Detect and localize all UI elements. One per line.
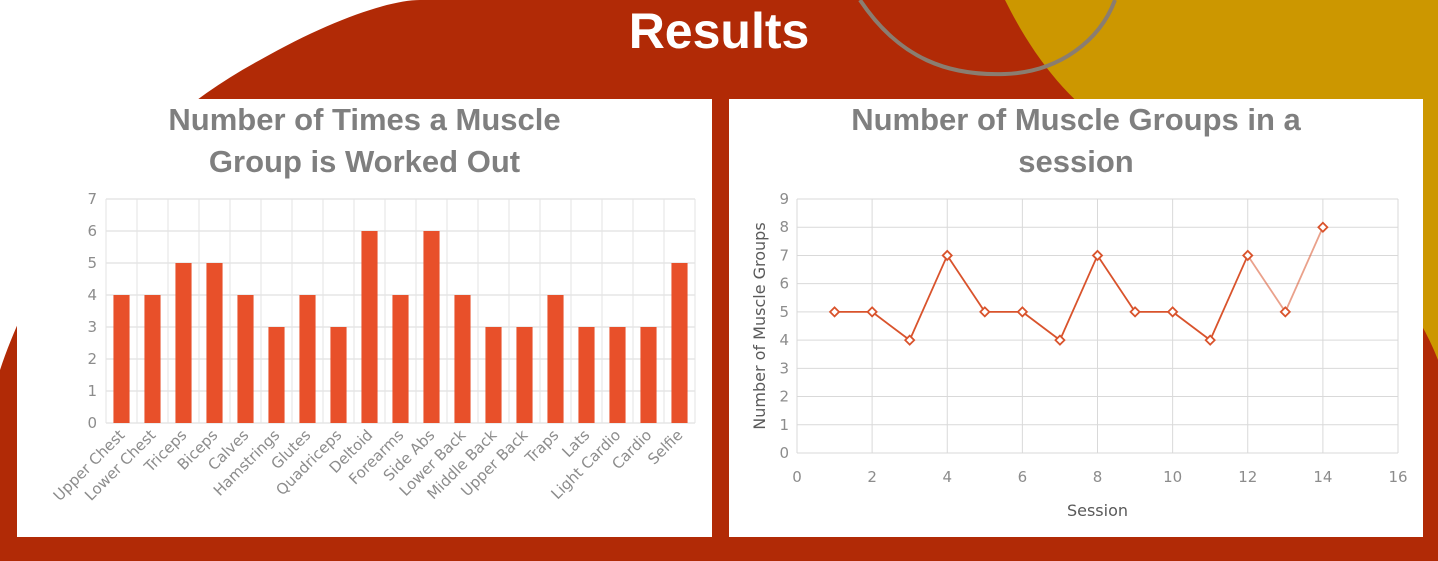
bar-ytick-label-7: 7 — [87, 190, 97, 208]
line-xtick-label-4: 8 — [1093, 468, 1103, 486]
line-xtick-label-7: 14 — [1313, 468, 1332, 486]
bar-2 — [175, 263, 192, 423]
line-point-12 — [1279, 306, 1292, 318]
bar-ytick-label-2: 2 — [87, 350, 97, 368]
line-point-7 — [1091, 249, 1104, 262]
line-segment-11 — [1247, 254, 1287, 313]
line-chart-title-line1: Number of Muscle Groups in a — [851, 102, 1301, 137]
line-x-axis-title: Session — [1067, 501, 1128, 520]
line-point-6 — [1054, 334, 1066, 346]
line-y-axis-title: Number of Muscle Groups — [750, 222, 769, 429]
line-point-13 — [1317, 221, 1329, 233]
line-xtick-label-5: 10 — [1163, 468, 1182, 486]
line-point-1 — [866, 306, 878, 318]
line-segment-12 — [1284, 226, 1324, 313]
line-point-9 — [1166, 306, 1179, 318]
bar-6 — [299, 295, 316, 423]
bar-8 — [361, 231, 378, 423]
bar-7 — [330, 327, 347, 423]
bar-0 — [113, 295, 130, 423]
line-segment-10 — [1209, 255, 1249, 341]
line-point-10 — [1204, 334, 1216, 346]
bar-1 — [144, 295, 161, 423]
bar-ytick-label-4: 4 — [87, 286, 97, 304]
bar-14 — [547, 295, 564, 423]
bar-category-label-18: Selfie — [644, 426, 686, 468]
line-point-3 — [941, 249, 954, 262]
bar-18 — [671, 263, 688, 423]
line-xtick-label-8: 16 — [1388, 468, 1407, 486]
bar-11 — [454, 295, 471, 423]
bar-ytick-label-6: 6 — [87, 222, 97, 240]
bar-17 — [640, 327, 657, 423]
bar-chart-title-line1: Number of Times a Muscle — [168, 102, 561, 137]
line-point-11 — [1241, 249, 1254, 262]
bar-16 — [609, 327, 626, 423]
line-point-4 — [979, 306, 991, 318]
line-xtick-label-0: 0 — [792, 468, 802, 486]
line-point-5 — [1016, 306, 1029, 318]
decorative-circle-arc — [858, 0, 1117, 77]
bar-ytick-label-0: 0 — [87, 414, 97, 432]
line-ytick-label-0: 0 — [779, 444, 789, 462]
bar-12 — [485, 327, 502, 423]
slide-title: Results — [628, 3, 810, 59]
line-segment-5 — [1021, 311, 1061, 341]
bar-chart-title-line2: Group is Worked Out — [208, 144, 521, 179]
bar-ytick-label-1: 1 — [87, 382, 97, 400]
line-segment-2 — [908, 255, 949, 341]
line-ytick-label-6: 6 — [779, 275, 789, 293]
line-point-0 — [828, 306, 841, 318]
line-chart-title-line2: session — [1018, 144, 1134, 179]
line-ytick-label-8: 8 — [779, 218, 789, 236]
line-ytick-label-1: 1 — [779, 416, 789, 434]
line-xtick-label-1: 2 — [867, 468, 877, 486]
line-segment-1 — [871, 311, 911, 341]
line-ytick-label-3: 3 — [779, 359, 789, 377]
line-ytick-label-2: 2 — [779, 388, 789, 406]
line-xtick-label-3: 6 — [1018, 468, 1028, 486]
bar-ytick-label-5: 5 — [87, 254, 97, 272]
line-xtick-label-2: 4 — [942, 468, 952, 486]
line-segment-9 — [1172, 311, 1211, 341]
bar-15 — [578, 327, 595, 423]
bar-ytick-label-3: 3 — [87, 318, 97, 336]
line-segment-7 — [1096, 254, 1136, 313]
line-ytick-label-5: 5 — [779, 303, 789, 321]
line-segment-3 — [946, 254, 986, 313]
bar-13 — [516, 327, 533, 423]
bar-5 — [268, 327, 285, 423]
line-segment-6 — [1059, 255, 1099, 341]
background-gold-shape — [1005, 0, 1438, 360]
line-ytick-label-4: 4 — [779, 331, 789, 349]
line-xtick-label-6: 12 — [1238, 468, 1257, 486]
bar-4 — [237, 295, 254, 423]
line-ytick-label-7: 7 — [779, 246, 789, 264]
line-point-8 — [1129, 306, 1141, 318]
bar-category-label-14: Traps — [521, 426, 563, 468]
bar-9 — [392, 295, 409, 423]
line-point-2 — [903, 334, 916, 346]
bar-chart-panel: Number of Times a Muscle Group is Worked… — [17, 99, 712, 537]
bar-10 — [423, 231, 440, 423]
bar-3 — [206, 263, 223, 423]
line-ytick-label-9: 9 — [779, 190, 789, 208]
